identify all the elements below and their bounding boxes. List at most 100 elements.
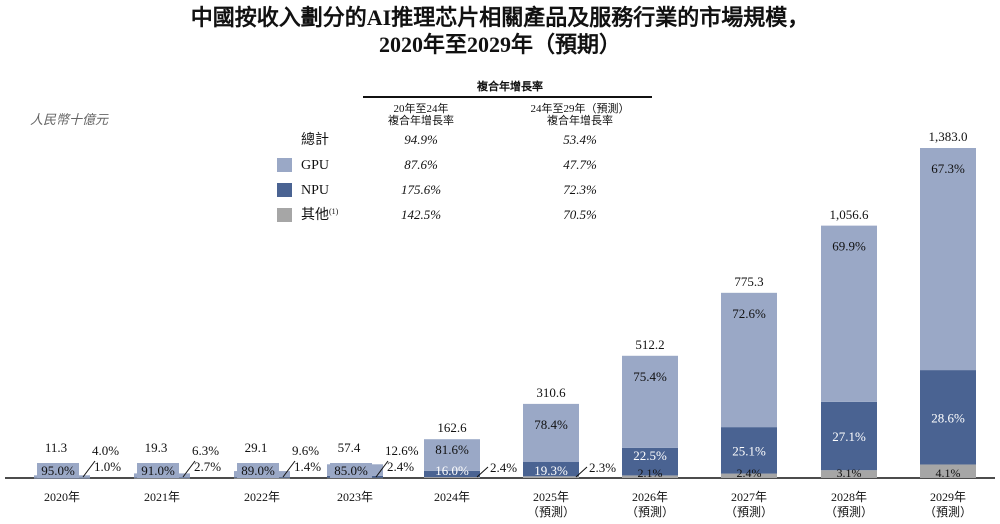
gpu-share-label: 81.6%	[435, 442, 469, 457]
legend-label: GPU	[301, 158, 329, 173]
cagr-value: 70.5%	[563, 207, 597, 222]
gpu-share-label: 78.4%	[534, 417, 568, 432]
total-label: 775.3	[734, 274, 763, 289]
bar-其他	[134, 477, 190, 479]
other-share-label: 2.4%	[737, 466, 762, 480]
bar-其他	[523, 476, 579, 478]
chart-subtitle: 2020年至2029年（預期）	[378, 32, 621, 57]
gpu-share-label: 72.6%	[732, 306, 766, 321]
legend-label: 其他(1)	[301, 207, 339, 223]
bar-GPU	[424, 439, 480, 471]
legend-swatch	[277, 208, 292, 222]
x-tick-label: 2024年	[434, 490, 470, 504]
x-tick-sublabel: （預測）	[626, 505, 674, 519]
bar-NPU	[721, 427, 777, 474]
total-label: 1,056.6	[830, 207, 870, 222]
other-share-label: 2.4%	[387, 459, 414, 474]
cagr-value: 175.6%	[401, 182, 441, 197]
gpu-label-box	[137, 463, 179, 478]
gpu-share-label: 85.0%	[334, 463, 368, 478]
cagr-header: 複合年增長率	[476, 79, 543, 93]
cagr-value: 87.6%	[404, 157, 438, 172]
bar-GPU	[622, 355, 678, 448]
x-tick-label: 2021年	[144, 490, 180, 504]
bar-GPU	[920, 148, 976, 371]
bar-NPU	[622, 447, 678, 476]
total-label: 19.3	[145, 440, 168, 455]
bar-其他	[622, 475, 678, 478]
gpu-share-label: 75.4%	[633, 369, 667, 384]
npu-share-label: 27.1%	[832, 429, 866, 444]
x-tick-sublabel: （預測）	[825, 505, 873, 519]
other-share-label: 1.0%	[94, 459, 121, 474]
other-share-label: 2.4%	[490, 460, 517, 475]
npu-share-label: 12.6%	[385, 443, 419, 458]
total-label: 310.6	[536, 385, 566, 400]
npu-share-label: 22.5%	[633, 448, 667, 463]
npu-share-label: 9.6%	[292, 443, 319, 458]
bar-其他	[234, 477, 290, 479]
gpu-label-box	[330, 463, 372, 478]
legend-swatch	[277, 158, 292, 172]
npu-share-label: 4.0%	[92, 443, 119, 458]
x-tick-label: 2022年	[244, 490, 280, 504]
x-tick-label: 2029年	[930, 490, 966, 504]
x-tick-label: 2025年	[533, 490, 569, 504]
leader-line	[575, 466, 588, 478]
cagr-col1-header: 複合年增長率	[388, 113, 454, 127]
bar-其他	[920, 464, 976, 478]
other-share-label: 4.1%	[936, 466, 961, 480]
other-share-label: 2.7%	[194, 459, 221, 474]
x-tick-sublabel: （預測）	[924, 505, 972, 519]
x-tick-label: 2027年	[731, 490, 767, 504]
cagr-col1-header: 20年至24年	[394, 101, 449, 115]
x-tick-sublabel: （預測）	[527, 505, 575, 519]
npu-share-label: 25.1%	[732, 443, 766, 458]
other-share-label: 3.1%	[837, 466, 862, 480]
leader-line	[476, 466, 489, 478]
other-share-label: 2.1%	[638, 466, 663, 480]
bar-其他	[424, 477, 480, 478]
cagr-value: 142.5%	[401, 207, 441, 222]
legend-label: 總計	[301, 131, 329, 148]
leader-line	[375, 460, 389, 478]
npu-share-label: 28.6%	[931, 410, 965, 425]
gpu-share-label: 67.3%	[931, 161, 965, 176]
x-tick-label: 2020年	[44, 490, 80, 504]
x-tick-sublabel: （預測）	[725, 505, 773, 519]
leader-line	[182, 460, 196, 478]
other-share-label: 1.4%	[294, 459, 321, 474]
total-label: 29.1	[245, 440, 268, 455]
gpu-label-box	[237, 463, 279, 478]
gpu-share-label: 89.0%	[241, 463, 275, 478]
npu-share-label: 6.3%	[192, 443, 219, 458]
npu-share-label: 19.3%	[534, 463, 568, 478]
bar-NPU	[920, 370, 976, 465]
cagr-value: 72.3%	[563, 182, 597, 197]
gpu-label-box	[37, 463, 79, 478]
cagr-value: 47.7%	[563, 157, 597, 172]
total-label: 162.6	[437, 420, 467, 435]
legend-label: NPU	[301, 183, 329, 198]
total-label: 11.3	[45, 440, 67, 455]
bar-NPU	[34, 477, 90, 479]
bar-GPU	[821, 225, 877, 402]
gpu-share-label: 91.0%	[141, 463, 175, 478]
total-label: 512.2	[635, 337, 664, 352]
leader-line	[82, 460, 96, 478]
bar-NPU	[523, 461, 579, 477]
total-label: 57.4	[338, 440, 361, 455]
other-share-label: 2.3%	[589, 460, 616, 475]
cagr-col2-header: 24年至29年（預測）	[531, 101, 630, 115]
gpu-share-label: 69.9%	[832, 239, 866, 254]
cagr-col2-header: 複合年增長率	[547, 113, 613, 127]
chart-title: 中國按收入劃分的AI推理芯片相關產品及服務行業的市場規模，	[190, 5, 810, 30]
x-tick-label: 2026年	[632, 490, 668, 504]
legend-swatch	[277, 183, 292, 197]
bar-GPU	[523, 403, 579, 462]
bar-其他	[821, 470, 877, 478]
bar-GPU	[721, 292, 777, 428]
leader-line	[282, 460, 296, 478]
